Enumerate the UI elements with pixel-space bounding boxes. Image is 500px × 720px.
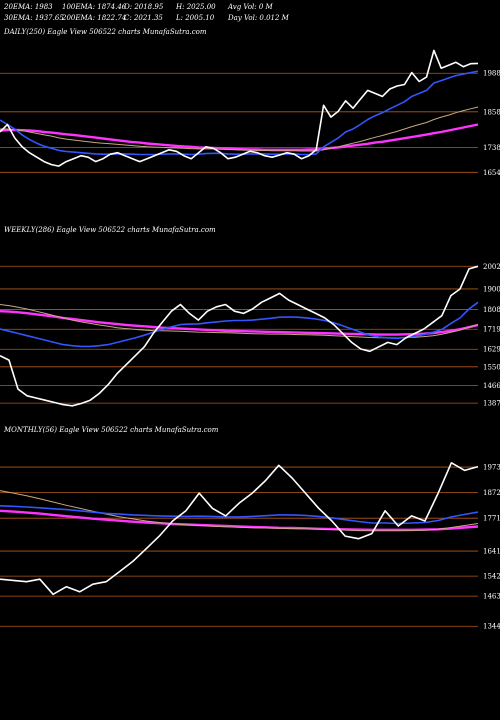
daily-ema-fast-line: [0, 70, 479, 156]
monthly-tick-label-5: 1463: [483, 593, 500, 601]
monthly-tick-label-0: 1973: [483, 464, 500, 472]
close-label: C: 2021.35: [124, 14, 163, 22]
weekly-tick-label-1: 1900: [483, 285, 500, 293]
daily-tick-label-3: 1654: [483, 169, 500, 177]
monthly-price-line: [0, 461, 479, 596]
daily-panel-title: DAILY(250) Eagle View 506522 charts Muna…: [4, 28, 207, 36]
weekly-tick-label-7: 1387: [483, 400, 500, 408]
monthly-tick-label-1: 1872: [483, 489, 500, 497]
monthly-ema-fast-line: [0, 505, 479, 525]
weekly-tick-label-4: 1629: [483, 346, 500, 354]
monthly-panel-title: MONTHLY(56) Eagle View 506522 charts Mun…: [4, 426, 219, 434]
monthly-ema-long-line: [0, 509, 479, 531]
monthly-tick-label-3: 1641: [483, 548, 500, 556]
weekly-price-line: [0, 265, 479, 407]
daily-tick-label-2: 1738: [483, 144, 500, 152]
weekly-tick-label-5: 1550: [483, 363, 500, 371]
ema30-label: 30EMA: 1937.65: [4, 14, 64, 22]
weekly-ema-fast-line: [0, 301, 479, 348]
daily-ema-mid-line: [0, 106, 479, 152]
monthly-tick-label-4: 1542: [483, 573, 500, 581]
weekly-tick-label-0: 2002: [483, 263, 500, 271]
daily-tick-label-0: 1988: [483, 70, 500, 78]
ema100-label: 100EMA: 1874.46: [62, 3, 127, 11]
ema20-label: 20EMA: 1983: [4, 3, 53, 11]
weekly-ema-long-line: [0, 310, 479, 336]
low-label: L: 2005.10: [176, 14, 215, 22]
monthly-ema-mid-line: [0, 490, 479, 532]
weekly-tick-label-3: 1719: [483, 326, 500, 334]
ema200-label: 200EMA: 1822.74: [62, 14, 127, 22]
monthly-tick-label-6: 1344: [483, 623, 500, 631]
day-vol-label: Day Vol: 0.012 M: [228, 14, 289, 22]
daily-price-line: [0, 49, 479, 167]
weekly-tick-label-2: 1808: [483, 306, 500, 314]
open-label: O: 2018.95: [124, 3, 164, 11]
avg-vol-label: Avg Vol: 0 M: [228, 3, 273, 11]
daily-tick-label-1: 1858: [483, 108, 500, 116]
monthly-tick-label-2: 1771: [483, 515, 500, 523]
indicator-row-1: 20EMA: 1983 100EMA: 1874.46O: 2018.95 H: 2…: [4, 3, 273, 11]
high-label: H: 2025.00: [176, 3, 216, 11]
indicator-row-2: 30EMA: 1937.65200EMA: 1822.74C: 2021.35 L…: [4, 14, 289, 22]
weekly-panel-title: WEEKLY(286) Eagle View 506522 charts Mun…: [4, 226, 216, 234]
daily-ema-long-line: [0, 123, 479, 152]
weekly-tick-label-6: 1466: [483, 382, 500, 390]
